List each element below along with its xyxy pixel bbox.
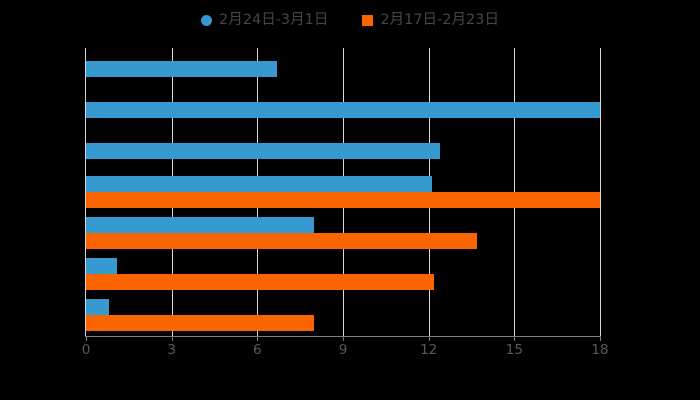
x-tick-label-15: 15 (505, 342, 523, 358)
x-tick-mark-9 (343, 336, 344, 341)
legend-label-series-b: 2月17日-2月23日 (380, 11, 499, 28)
x-tick-mark-15 (514, 336, 516, 341)
x-tick-label-0: 0 (81, 342, 91, 358)
legend-item-series-a[interactable]: 2月24日-3月1日 (201, 13, 328, 28)
legend-marker-square-icon (362, 14, 374, 26)
y-axis-line (85, 48, 86, 336)
legend-marker-circle-icon (201, 14, 213, 26)
x-tick-label-9: 9 (338, 342, 348, 358)
bar-series-a-中国[interactable] (86, 176, 432, 192)
x-tick-mark-6 (257, 336, 259, 341)
x-tick-mark-3 (171, 336, 173, 341)
bar-series-a-韩国[interactable] (86, 299, 109, 316)
bar-series-a-日本[interactable] (86, 258, 118, 275)
chart-legend: 2月24日-3月1日 2月17日-2月23日 (0, 8, 700, 32)
bar-series-b-英国[interactable] (86, 233, 478, 250)
legend-label-series-a: 2月24日-3月1日 (219, 11, 329, 28)
x-tick-label-18: 18 (591, 342, 609, 358)
bar-series-b-日本[interactable] (86, 274, 435, 291)
bar-series-a-德国[interactable] (86, 142, 441, 159)
gridline-18 (600, 48, 601, 336)
plot-area: 0 3 6 9 12 15 18 (82, 48, 609, 357)
x-tick-label-6: 6 (253, 342, 262, 358)
legend-item-series-b[interactable]: 2月17日-2月23日 (362, 13, 499, 28)
bar-series-a-美国[interactable] (86, 60, 278, 77)
x-tick-mark-12 (428, 336, 430, 341)
x-tick-label-12: 12 (420, 342, 438, 358)
x-tick-mark-18 (600, 336, 601, 341)
bar-series-b-中国[interactable] (86, 192, 600, 208)
bar-series-b-韩国[interactable] (86, 315, 315, 332)
x-tick-label-3: 3 (167, 342, 176, 358)
x-tick-mark-0 (86, 336, 87, 341)
bar-series-a-英国[interactable] (86, 217, 315, 234)
bar-series-a-其他[interactable] (86, 101, 600, 118)
